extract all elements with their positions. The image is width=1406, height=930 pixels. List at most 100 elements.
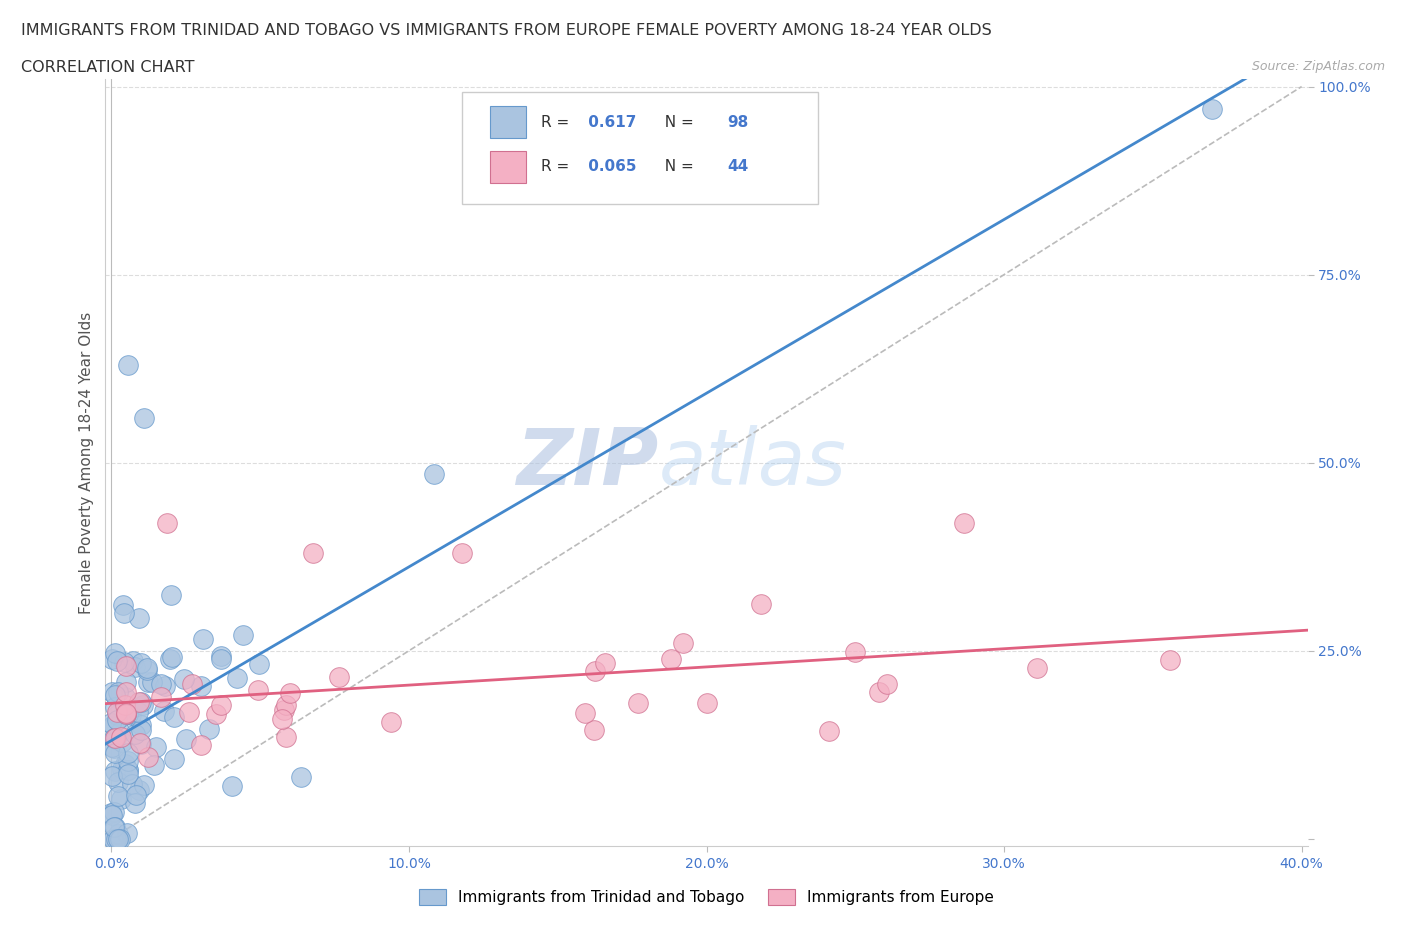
Point xyxy=(145,740,167,755)
Point xyxy=(128,736,150,751)
Point xyxy=(190,678,212,693)
Point xyxy=(163,752,186,767)
Point xyxy=(271,711,294,726)
Text: R =: R = xyxy=(541,114,574,129)
Point xyxy=(104,745,127,760)
Point xyxy=(150,677,173,692)
Text: 98: 98 xyxy=(727,114,748,129)
Point xyxy=(104,645,127,660)
Point xyxy=(124,795,146,810)
Point xyxy=(101,684,124,699)
Point xyxy=(107,775,129,790)
Point xyxy=(290,770,312,785)
Point xyxy=(107,827,129,842)
Point xyxy=(129,656,152,671)
Text: ZIP: ZIP xyxy=(516,425,658,500)
Point xyxy=(868,684,890,699)
Point xyxy=(134,777,156,792)
Point xyxy=(114,756,136,771)
Point xyxy=(159,652,181,667)
Point xyxy=(117,754,139,769)
Point xyxy=(226,671,249,685)
Point xyxy=(112,605,135,620)
Point xyxy=(574,706,596,721)
Point xyxy=(136,661,159,676)
Point xyxy=(101,740,124,755)
Point xyxy=(124,660,146,675)
Y-axis label: Female Poverty Among 18-24 Year Olds: Female Poverty Among 18-24 Year Olds xyxy=(79,312,94,614)
Text: IMMIGRANTS FROM TRINIDAD AND TOBAGO VS IMMIGRANTS FROM EUROPE FEMALE POVERTY AMO: IMMIGRANTS FROM TRINIDAD AND TOBAGO VS I… xyxy=(21,23,991,38)
Point xyxy=(136,674,159,689)
Point xyxy=(117,826,139,841)
Point xyxy=(104,688,127,703)
Point xyxy=(121,777,143,791)
Point xyxy=(105,712,128,727)
Text: 44: 44 xyxy=(727,159,748,175)
Text: atlas: atlas xyxy=(658,425,846,500)
Point xyxy=(163,710,186,724)
Point xyxy=(117,707,139,722)
Point xyxy=(211,649,233,664)
Point xyxy=(115,706,138,721)
FancyBboxPatch shape xyxy=(463,92,818,204)
Point xyxy=(232,628,254,643)
Point xyxy=(110,730,132,745)
Point xyxy=(100,805,122,820)
Point xyxy=(141,675,163,690)
Point xyxy=(111,735,134,750)
Point xyxy=(129,694,152,709)
Point xyxy=(117,763,139,777)
Point xyxy=(160,587,183,602)
Point xyxy=(1026,660,1049,675)
Point xyxy=(451,546,474,561)
Text: N =: N = xyxy=(655,159,699,175)
Point xyxy=(585,664,607,679)
Text: 0.617: 0.617 xyxy=(582,114,636,129)
Point xyxy=(274,729,297,744)
Point xyxy=(117,357,139,372)
Point xyxy=(105,654,128,669)
Point xyxy=(129,717,152,732)
Point xyxy=(160,650,183,665)
Point xyxy=(125,788,148,803)
Point xyxy=(136,750,159,764)
Point xyxy=(103,717,125,732)
Point xyxy=(100,716,122,731)
Point xyxy=(127,705,149,720)
Point xyxy=(302,546,325,561)
Point xyxy=(380,714,402,729)
Point xyxy=(114,674,136,689)
Point xyxy=(190,737,212,752)
Point xyxy=(273,703,295,718)
Point xyxy=(246,683,269,698)
Point xyxy=(104,731,127,746)
Point xyxy=(128,695,150,710)
Point xyxy=(136,663,159,678)
Point xyxy=(103,740,125,755)
Point xyxy=(876,677,898,692)
Point xyxy=(105,705,128,720)
Point xyxy=(672,636,695,651)
Point xyxy=(181,676,204,691)
Point xyxy=(107,685,129,700)
Point xyxy=(103,820,125,835)
Point xyxy=(423,467,446,482)
Point xyxy=(204,707,226,722)
Point xyxy=(120,708,142,723)
Point xyxy=(104,699,127,714)
Point xyxy=(110,792,132,807)
Point xyxy=(108,831,131,846)
Point xyxy=(695,696,717,711)
Legend: Immigrants from Trinidad and Tobago, Immigrants from Europe: Immigrants from Trinidad and Tobago, Imm… xyxy=(412,884,1001,911)
Text: R =: R = xyxy=(541,159,574,175)
Point xyxy=(100,769,122,784)
Point xyxy=(129,723,152,737)
Point xyxy=(105,707,128,722)
Point xyxy=(749,596,772,611)
Point xyxy=(177,705,200,720)
Point xyxy=(103,805,125,820)
Point xyxy=(105,731,128,746)
Point xyxy=(103,730,125,745)
Point xyxy=(209,698,232,713)
Point xyxy=(115,658,138,673)
